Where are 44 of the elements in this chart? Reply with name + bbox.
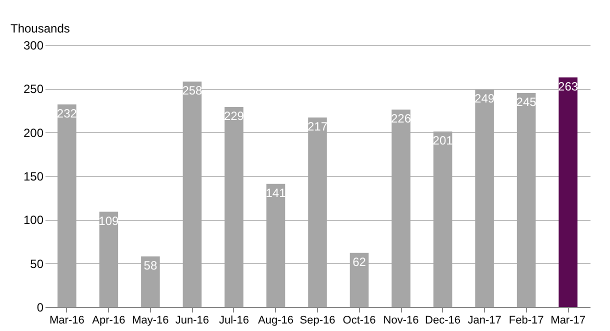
data-label: 58 bbox=[144, 258, 158, 272]
bar bbox=[141, 256, 160, 307]
data-label: 229 bbox=[224, 109, 244, 124]
y-tick-label: 0 bbox=[36, 300, 44, 314]
x-tick-label: Oct-16 bbox=[342, 314, 376, 326]
bar bbox=[58, 104, 76, 307]
y-tick-label: 150 bbox=[23, 170, 44, 184]
data-label: 62 bbox=[352, 254, 366, 269]
bar bbox=[99, 212, 118, 307]
x-tick-label: Mar-17 bbox=[550, 314, 586, 326]
x-tick-label: Dec-16 bbox=[425, 314, 461, 326]
x-tick-label: Mar-16 bbox=[50, 314, 84, 326]
x-tick-label: Jan-17 bbox=[468, 314, 502, 326]
bar bbox=[558, 77, 578, 307]
data-label: 109 bbox=[98, 214, 120, 228]
bar bbox=[266, 184, 286, 307]
y-axis-title: Thousands bbox=[10, 22, 70, 36]
data-label: 258 bbox=[182, 84, 203, 98]
data-label: 249 bbox=[474, 92, 495, 106]
x-tick-label: Nov-16 bbox=[383, 314, 419, 326]
x-tick-label: Aug-16 bbox=[258, 314, 294, 326]
data-label: 232 bbox=[56, 106, 78, 120]
data-label: 226 bbox=[391, 112, 412, 126]
y-tick-label: 250 bbox=[23, 82, 44, 96]
bar bbox=[308, 117, 327, 307]
bar bbox=[350, 252, 369, 307]
bar bbox=[224, 107, 244, 307]
x-tick-label: Apr-16 bbox=[92, 314, 126, 326]
y-tick-label: 50 bbox=[30, 256, 44, 271]
bar bbox=[182, 82, 202, 307]
bar bbox=[516, 93, 536, 307]
bar bbox=[392, 110, 410, 307]
data-label: 263 bbox=[558, 79, 578, 94]
x-tick-label: Jul-16 bbox=[218, 314, 249, 326]
x-tick-label: Sep-16 bbox=[300, 314, 336, 326]
x-tick-label: May-16 bbox=[132, 314, 169, 326]
y-tick-label: 300 bbox=[23, 38, 44, 52]
data-label: 217 bbox=[307, 119, 328, 134]
y-tick-label: 200 bbox=[23, 126, 44, 140]
x-tick-label: Jun-16 bbox=[175, 314, 210, 326]
x-tick-label: Feb-17 bbox=[508, 314, 544, 326]
bar bbox=[475, 90, 494, 307]
bar bbox=[433, 131, 452, 307]
y-tick-label: 100 bbox=[23, 213, 44, 228]
